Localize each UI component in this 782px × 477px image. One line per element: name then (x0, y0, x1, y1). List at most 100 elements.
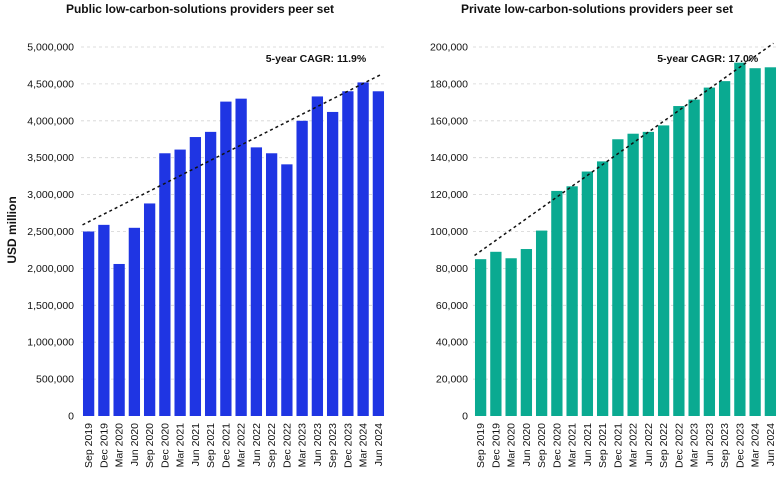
bar (734, 62, 746, 417)
chart-title: Public low-carbon-solutions providers pe… (66, 2, 334, 16)
bar (673, 106, 685, 416)
y-tick-label: 2,500,000 (27, 226, 74, 238)
y-tick-label: 100,000 (430, 226, 468, 238)
bar (596, 161, 609, 416)
x-tick-label: Sep 2019 (83, 423, 95, 468)
x-tick-label: Jun 2022 (643, 423, 655, 466)
bar (749, 68, 761, 416)
x-tick-label: Dec 2023 (734, 423, 746, 468)
x-tick-label: Jun 2020 (521, 423, 533, 466)
bar (311, 96, 324, 417)
trend-line (474, 42, 774, 257)
bar (174, 149, 186, 416)
x-tick-label: Mar 2020 (114, 423, 126, 468)
x-tick-label: Sep 2022 (266, 423, 278, 468)
x-tick-label: Jun 2020 (129, 423, 141, 466)
y-tick-label: 20,000 (436, 374, 468, 386)
bar (490, 251, 502, 416)
bar (372, 91, 385, 416)
private-peer-set-chart: Private low-carbon-solutions providers p… (430, 2, 778, 468)
bar (642, 131, 655, 416)
x-tick-label: Sep 2019 (475, 423, 487, 468)
y-tick-label: 200,000 (430, 42, 468, 54)
x-tick-label: Sep 2023 (719, 423, 731, 468)
x-tick-label: Sep 2020 (536, 423, 548, 468)
x-tick-label: Jun 2024 (373, 423, 385, 466)
x-tick-label: Dec 2021 (612, 423, 624, 468)
y-tick-label: 160,000 (430, 115, 468, 127)
bar (657, 125, 670, 416)
x-tick-label: Mar 2022 (628, 423, 640, 468)
y-tick-label: 140,000 (430, 152, 468, 164)
cagr-annotation: 5-year CAGR: 17.0% (657, 53, 759, 65)
x-tick-label: Sep 2020 (144, 423, 156, 468)
y-tick-label: 60,000 (436, 300, 468, 312)
x-tick-label: Sep 2022 (658, 423, 670, 468)
x-tick-label: Mar 2022 (236, 423, 248, 468)
bar (342, 91, 354, 416)
bar (688, 99, 700, 417)
bar (505, 258, 517, 416)
x-tick-label: Jun 2023 (704, 423, 716, 466)
bar (265, 153, 278, 416)
x-tick-label: Sep 2021 (597, 423, 609, 468)
bar (581, 171, 594, 416)
y-tick-label: 3,500,000 (27, 152, 74, 164)
bar (474, 259, 487, 416)
x-tick-label: Mar 2021 (567, 423, 579, 468)
y-tick-label: 40,000 (436, 337, 468, 349)
y-tick-label: 5,000,000 (27, 42, 74, 54)
y-tick-label: 1,000,000 (27, 337, 74, 349)
y-tick-label: 2,000,000 (27, 263, 74, 275)
x-tick-label: Sep 2021 (205, 423, 217, 468)
x-tick-label: Dec 2020 (159, 423, 171, 468)
bar (718, 81, 731, 416)
y-tick-label: 80,000 (436, 263, 468, 275)
bar (204, 131, 217, 416)
x-tick-label: Dec 2023 (342, 423, 354, 468)
y-tick-label: 4,000,000 (27, 115, 74, 127)
x-tick-label: Mar 2024 (358, 423, 370, 468)
bar (535, 230, 548, 416)
cagr-annotation: 5-year CAGR: 11.9% (266, 53, 367, 65)
x-tick-label: Mar 2021 (175, 423, 187, 468)
chart-title: Private low-carbon-solutions providers p… (461, 2, 733, 16)
bar (357, 82, 369, 416)
x-tick-label: Dec 2022 (673, 423, 685, 468)
x-tick-label: Dec 2021 (220, 423, 232, 468)
bar (551, 190, 563, 416)
x-tick-label: Dec 2022 (281, 423, 293, 468)
y-tick-label: 120,000 (430, 189, 468, 201)
bar (627, 133, 639, 416)
y-tick-label: 180,000 (430, 78, 468, 90)
x-tick-label: Dec 2019 (490, 423, 502, 468)
bar (566, 186, 578, 416)
x-tick-label: Mar 2024 (750, 423, 762, 468)
bar (98, 224, 110, 416)
y-tick-label: 4,500,000 (27, 78, 74, 90)
y-tick-label: 0 (68, 411, 74, 423)
y-tick-label: 3,000,000 (27, 189, 74, 201)
x-tick-label: Jun 2021 (190, 423, 202, 466)
bar (250, 147, 263, 417)
bar (189, 137, 202, 416)
y-tick-label: 500,000 (36, 374, 74, 386)
bar (143, 203, 156, 416)
bar (764, 67, 777, 417)
y-tick-label: 0 (462, 411, 468, 423)
bar (296, 120, 308, 417)
bar (82, 231, 95, 416)
bar (326, 111, 339, 416)
bar (612, 139, 624, 416)
x-tick-label: Jun 2024 (765, 423, 777, 466)
x-tick-label: Mar 2023 (297, 423, 309, 468)
bar (113, 263, 125, 416)
bar (220, 101, 232, 416)
trend-line (82, 73, 382, 226)
x-tick-label: Mar 2023 (689, 423, 701, 468)
bar (703, 87, 716, 416)
x-tick-label: Jun 2022 (251, 423, 263, 466)
bar (520, 249, 533, 416)
y-axis-label: USD million (5, 196, 19, 263)
